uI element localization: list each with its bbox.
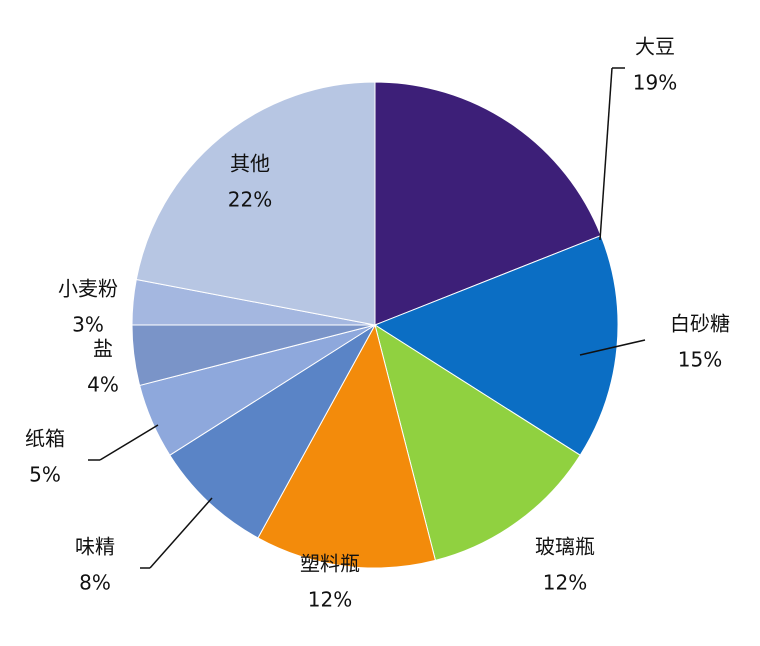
slice-label: 白砂糖: [670, 312, 730, 336]
value-label: 4%: [87, 373, 119, 397]
slice: [374, 81, 602, 326]
slice-label: 纸箱: [25, 427, 65, 451]
value-label: 3%: [72, 313, 104, 337]
leader-line: [99, 424, 159, 461]
value-label: 22%: [228, 188, 272, 212]
slice-label: 味精: [75, 535, 115, 559]
leader-line: [579, 339, 646, 356]
value-label: 12%: [543, 571, 587, 595]
value-label: 5%: [29, 463, 61, 487]
slice: [374, 323, 581, 561]
value-label: 12%: [308, 588, 352, 612]
leader-line: [599, 67, 613, 241]
slice: [257, 323, 437, 569]
slice-label: 玻璃瓶: [535, 535, 595, 559]
slice: [373, 234, 619, 456]
leader-line: [149, 497, 213, 569]
slice-label: 塑料瓶: [300, 552, 360, 576]
slice-label: 小麦粉: [58, 277, 118, 301]
slice: [135, 81, 376, 326]
value-label: 8%: [79, 571, 111, 595]
slice-label: 其他: [230, 152, 270, 176]
slice-label: 大豆: [635, 35, 675, 59]
value-label: 19%: [633, 71, 677, 95]
slice-label: 盐: [93, 337, 113, 361]
value-label: 15%: [678, 348, 722, 372]
